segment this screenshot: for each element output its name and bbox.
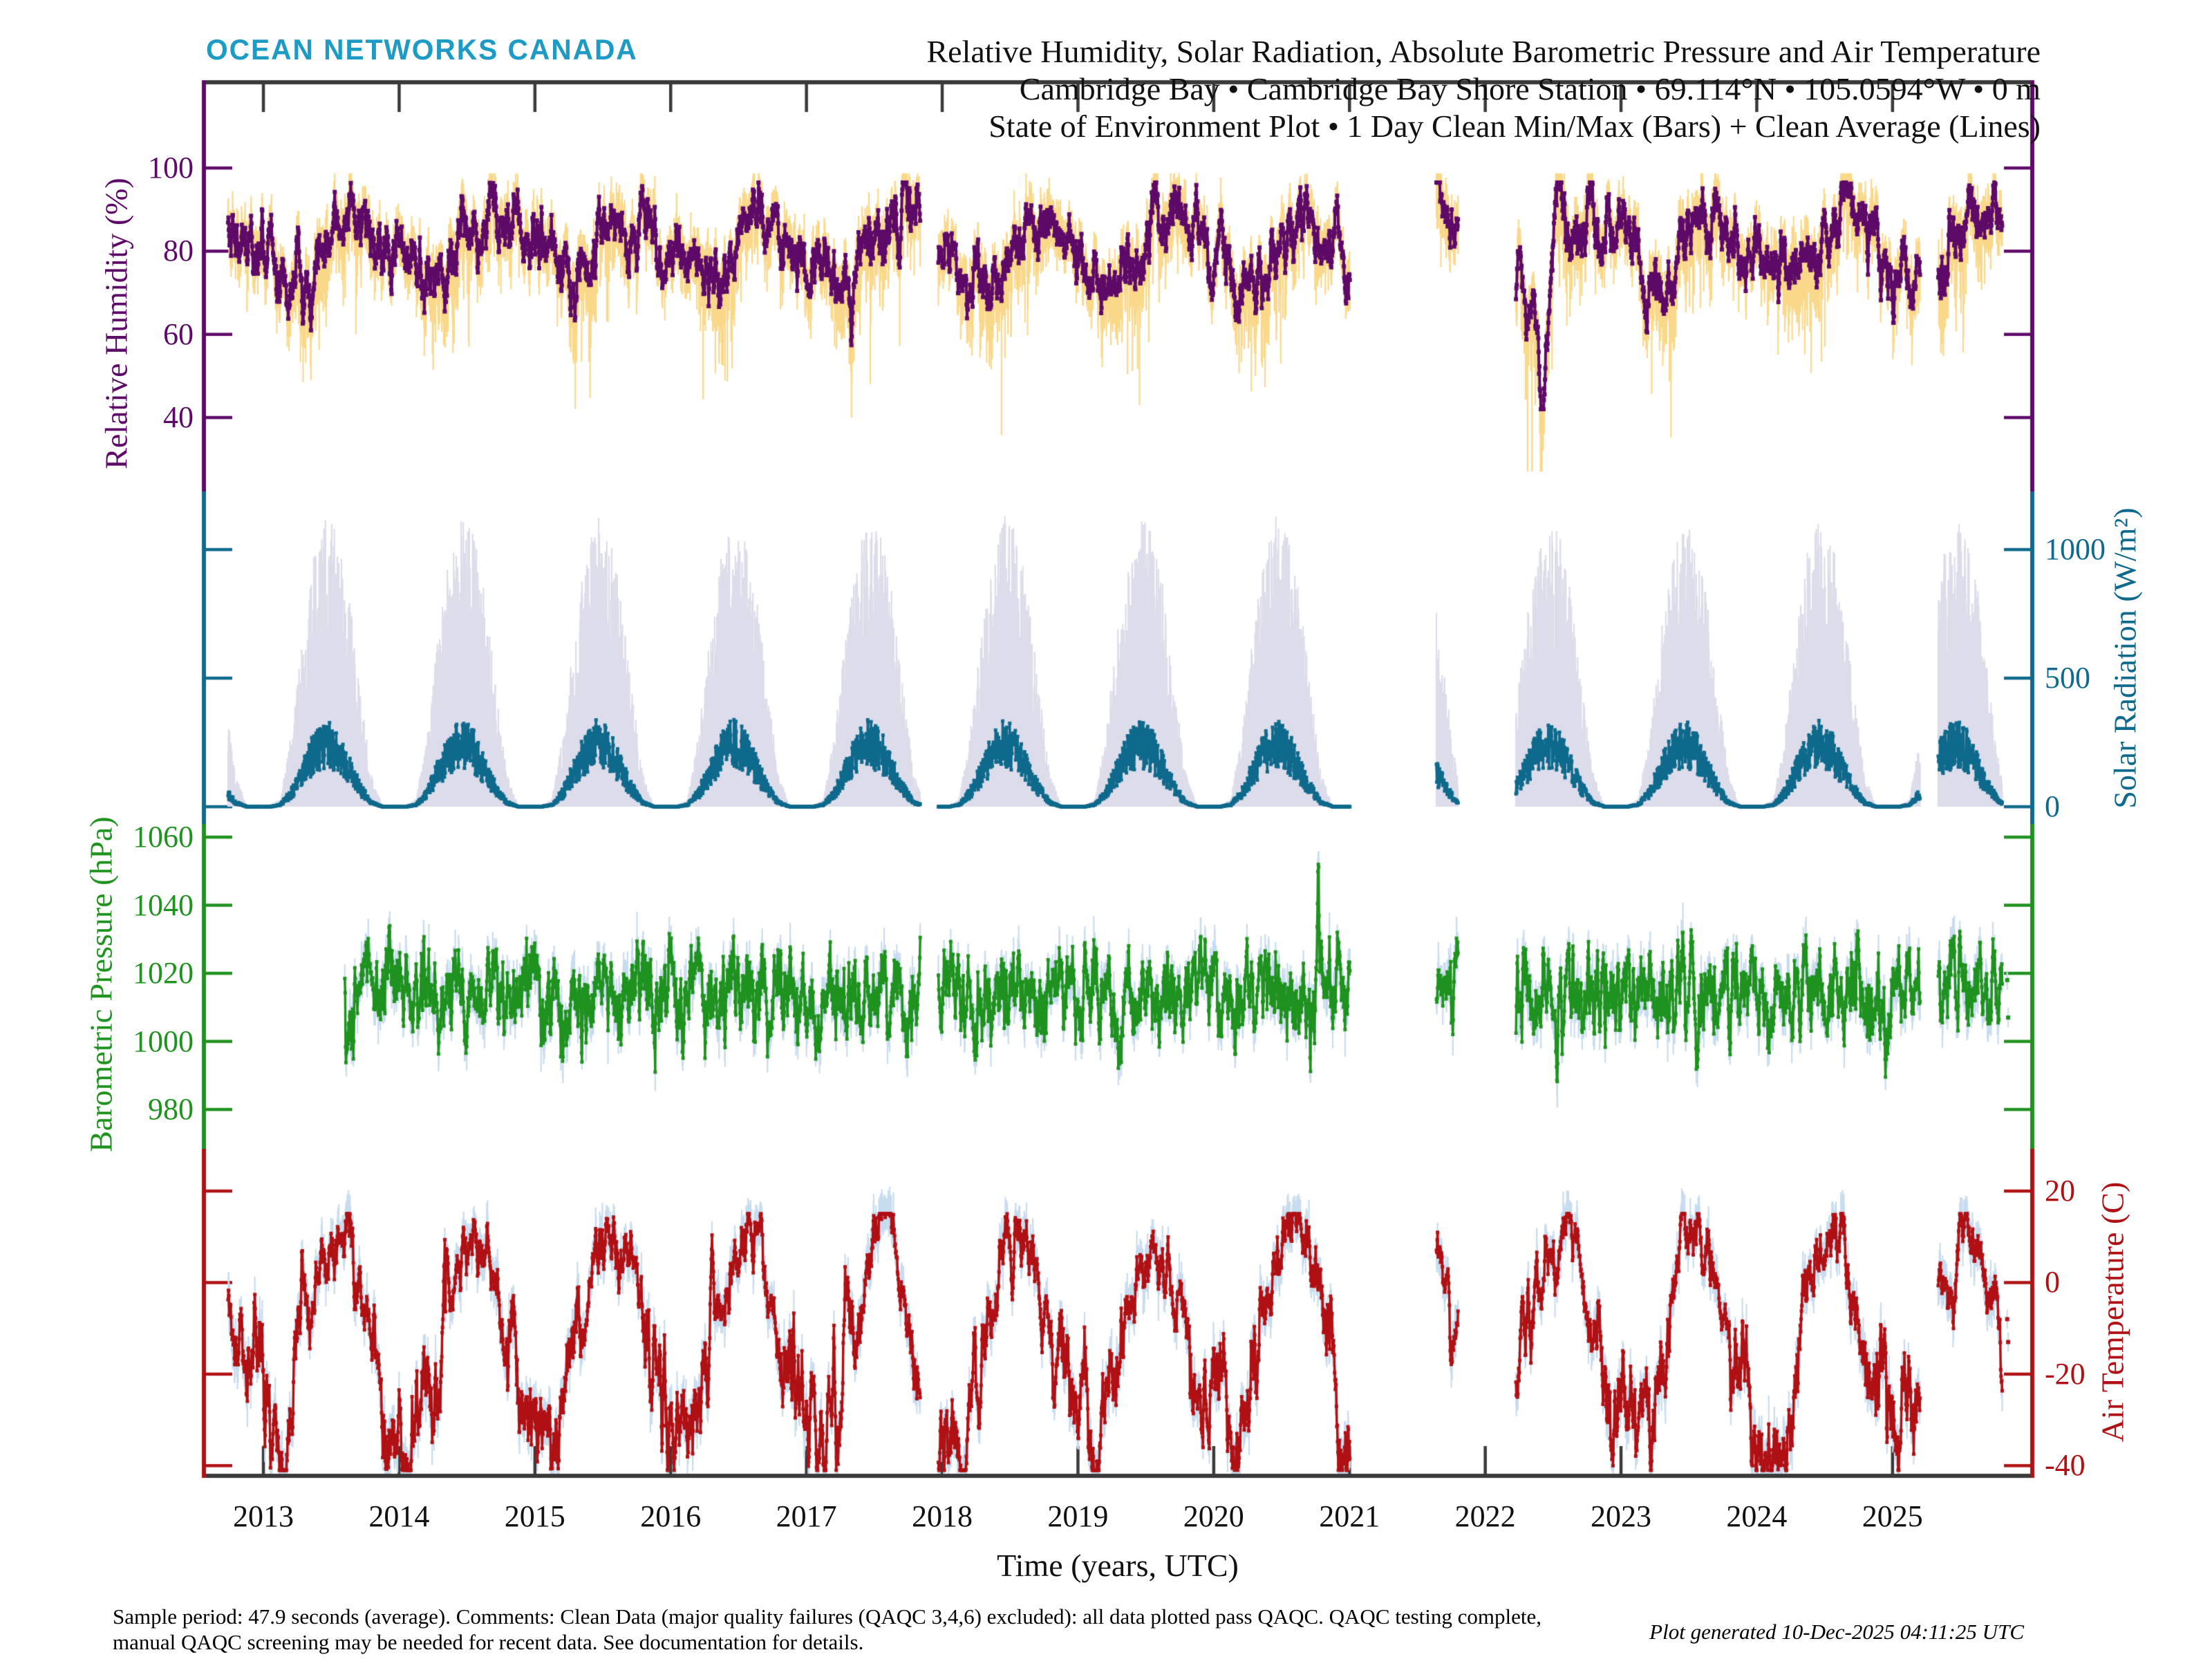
footer-line-1: Sample period: 47.9 seconds (average). C… <box>113 1604 1542 1629</box>
rh-tick-label: 100 <box>148 151 194 185</box>
pressure-tick-label: 980 <box>148 1092 194 1126</box>
x-tick-label: 2023 <box>1591 1499 1651 1533</box>
rh-tick-label: 40 <box>163 400 194 434</box>
x-tick-label: 2013 <box>233 1499 294 1533</box>
title-line-3: State of Environment Plot • 1 Day Clean … <box>988 109 2041 144</box>
temp-tick-label: 0 <box>2045 1265 2060 1300</box>
x-tick-label: 2015 <box>504 1499 565 1533</box>
footer-line-2: manual QAQC screening may be needed for … <box>113 1630 864 1654</box>
generated-timestamp: Plot generated 10-Dec-2025 04:11:25 UTC <box>1649 1620 2024 1644</box>
title-line-1: Relative Humidity, Solar Radiation, Abso… <box>926 34 2041 69</box>
x-tick-label: 2018 <box>912 1499 973 1533</box>
x-tick-label: 2014 <box>368 1499 430 1533</box>
x-tick-label: 2016 <box>640 1499 702 1533</box>
x-tick-label: 2019 <box>1047 1499 1109 1533</box>
title-line-2: Cambridge Bay • Cambridge Bay Shore Stat… <box>1019 71 2041 106</box>
solar-tick-label: 500 <box>2045 661 2090 695</box>
solar-tick-label: 1000 <box>2045 532 2106 566</box>
temp-tick-label: 20 <box>2045 1174 2075 1208</box>
rh-tick-label: 60 <box>163 317 194 351</box>
x-tick-label: 2024 <box>1726 1499 1788 1533</box>
x-tick-label: 2025 <box>1862 1499 1923 1533</box>
pressure-tick-label: 1040 <box>133 888 194 922</box>
pressure-tick-label: 1000 <box>133 1024 194 1058</box>
solar-axis-label: Solar Radiation (W/m²) <box>2107 507 2143 809</box>
pressure-tick-label: 1020 <box>133 956 194 990</box>
x-tick-label: 2022 <box>1454 1499 1516 1533</box>
footer-comments: Sample period: 47.9 seconds (average). C… <box>113 1604 1541 1655</box>
solar-tick-label: 0 <box>2045 789 2060 823</box>
x-tick-label: 2020 <box>1183 1499 1244 1533</box>
plot-title: Relative Humidity, Solar Radiation, Abso… <box>926 33 2041 145</box>
onc-logo: OCEAN NETWORKS CANADA <box>206 33 638 66</box>
x-tick-label: 2021 <box>1319 1499 1380 1533</box>
x-axis-label: Time (years, UTC) <box>997 1548 1239 1583</box>
temp-tick-label: -20 <box>2045 1356 2086 1391</box>
rh-tick-label: 80 <box>163 234 194 268</box>
x-tick-label: 2017 <box>776 1499 837 1533</box>
temp-axis-label: Air Temperature (C) <box>2094 1181 2130 1443</box>
temp-tick-label: -40 <box>2045 1448 2086 1483</box>
pressure-tick-label: 1060 <box>133 820 194 854</box>
